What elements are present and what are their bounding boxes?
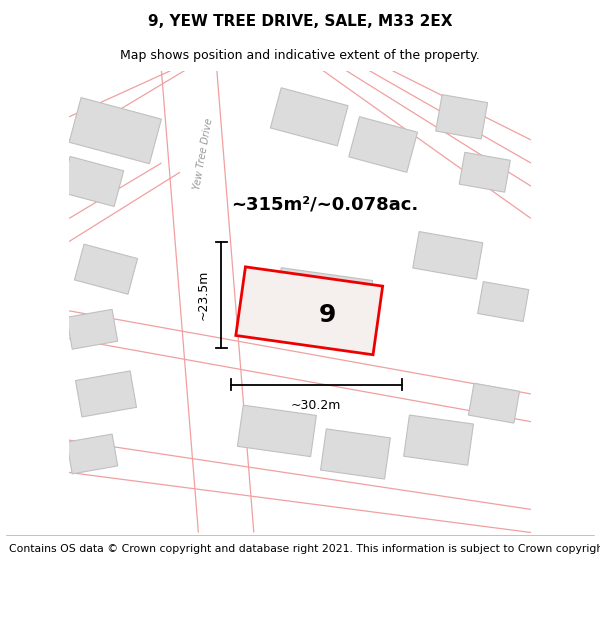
Polygon shape — [369, 71, 531, 163]
Polygon shape — [236, 267, 383, 355]
Polygon shape — [74, 244, 137, 294]
Polygon shape — [238, 405, 316, 457]
Polygon shape — [69, 301, 170, 366]
Polygon shape — [76, 371, 137, 417]
Polygon shape — [349, 117, 418, 172]
Polygon shape — [69, 71, 185, 126]
Polygon shape — [469, 383, 520, 423]
Polygon shape — [413, 232, 483, 279]
Text: Yew Tree Drive: Yew Tree Drive — [192, 118, 214, 190]
Polygon shape — [323, 71, 531, 218]
Polygon shape — [459, 152, 511, 192]
Polygon shape — [69, 311, 531, 422]
Polygon shape — [320, 429, 391, 479]
Polygon shape — [274, 268, 373, 336]
Polygon shape — [69, 163, 180, 237]
Text: Map shows position and indicative extent of the property.: Map shows position and indicative extent… — [120, 49, 480, 62]
Polygon shape — [61, 156, 124, 206]
Polygon shape — [436, 94, 488, 139]
Polygon shape — [478, 282, 529, 321]
Polygon shape — [271, 88, 348, 146]
Text: 9, YEW TREE DRIVE, SALE, M33 2EX: 9, YEW TREE DRIVE, SALE, M33 2EX — [148, 14, 452, 29]
Text: ~315m²/~0.078ac.: ~315m²/~0.078ac. — [231, 196, 418, 214]
Text: Contains OS data © Crown copyright and database right 2021. This information is : Contains OS data © Crown copyright and d… — [9, 544, 600, 554]
Polygon shape — [161, 71, 254, 532]
Polygon shape — [69, 440, 531, 532]
Polygon shape — [67, 309, 118, 349]
Text: ~30.2m: ~30.2m — [291, 399, 341, 411]
Polygon shape — [69, 98, 161, 164]
Text: 9: 9 — [319, 303, 337, 328]
Polygon shape — [404, 415, 473, 465]
Polygon shape — [67, 434, 118, 474]
Text: ~23.5m: ~23.5m — [197, 269, 210, 320]
